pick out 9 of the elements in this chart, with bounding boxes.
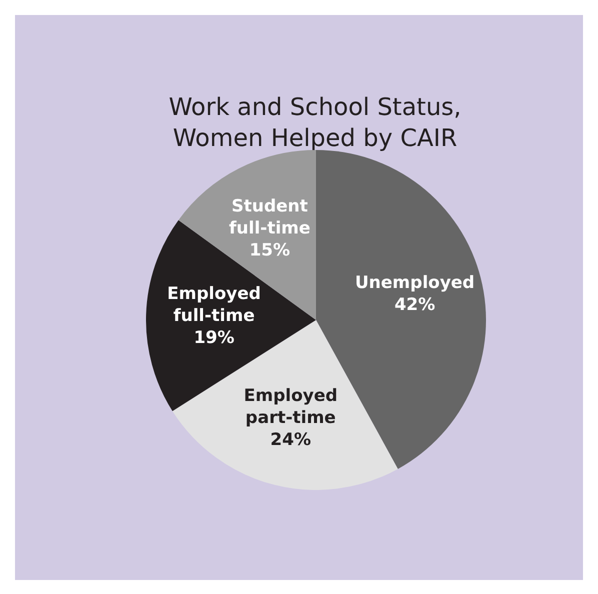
chart-title: Work and School Status, Women Helped by CAIR (168, 92, 462, 154)
data-label: 19% (194, 328, 234, 348)
data-label: 15% (249, 240, 290, 261)
slice-label: Student full-time (228, 196, 310, 239)
data-label: 42% (394, 295, 436, 316)
data-label: 24% (270, 430, 311, 450)
slice-label: Unemployed (354, 273, 475, 294)
slice-label: Employed part-time (244, 386, 338, 428)
slice-label: Employed full-time (167, 284, 261, 326)
